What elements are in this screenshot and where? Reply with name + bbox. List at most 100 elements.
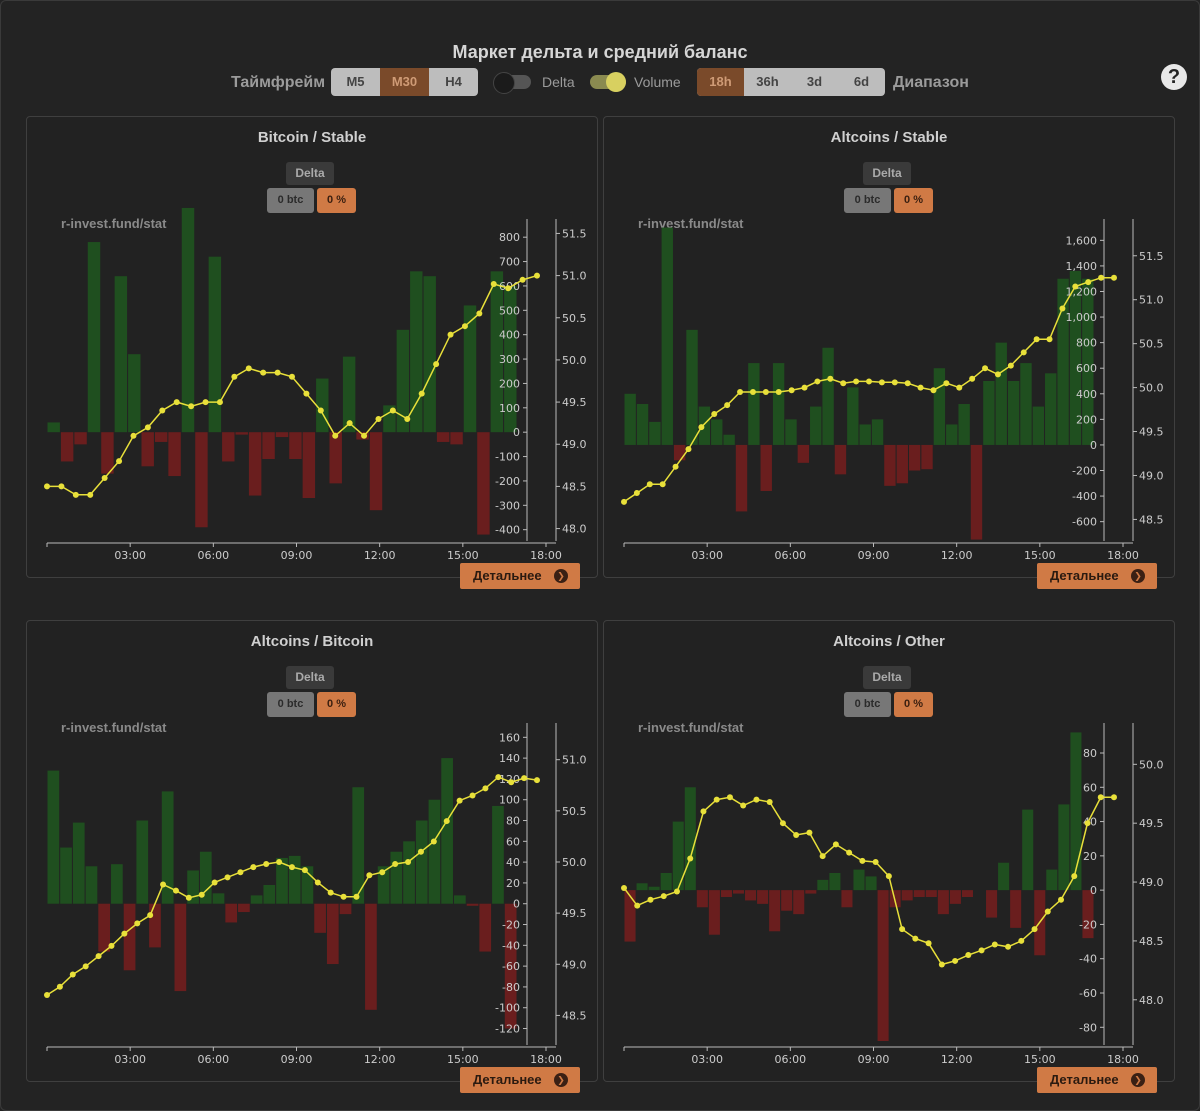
right-tick-label: 49.0 [562,438,587,451]
balance-point [231,373,238,380]
delta-bar [98,903,111,952]
delta-bar [60,432,74,462]
balance-point [469,792,476,799]
range-6d-button[interactable]: 6d [853,74,870,89]
timeframe-m5-button[interactable]: M5 [346,74,365,89]
delta-bar [983,381,995,445]
range-3d-button[interactable]: 3d [806,74,823,89]
balance-point [788,387,795,394]
delta-bar [810,406,822,445]
balance-point [1085,279,1092,286]
balance-point [202,399,209,406]
balance-point [1084,820,1091,827]
left-tick-label: 1,000 [1066,311,1098,324]
delta-bar [365,903,377,1010]
balance-point [711,410,718,417]
balance-point [116,458,123,465]
x-tick-label: 03:00 [114,549,146,562]
x-tick-label: 15:00 [447,1053,479,1066]
question-circle-icon[interactable]: ? [1161,64,1187,90]
delta-bar [47,770,60,904]
percent-unit-button[interactable]: 0 % [894,188,933,213]
delta-bar [624,393,636,445]
left-tick-label: 200 [1076,413,1097,426]
right-tick-label: 49.0 [1139,876,1164,889]
balance-point [263,861,270,868]
details-button[interactable]: Детальнее ❯ [1037,1067,1157,1093]
delta-bar [696,890,708,908]
balance-point [1071,873,1078,880]
left-tick-label: 100 [499,794,520,807]
right-tick-label: 51.0 [562,754,587,767]
range-18h-button[interactable]: 18h [697,68,744,96]
delta-bar [504,285,517,433]
balance-point [172,887,179,894]
timeframe-m30-button[interactable]: M30 [380,68,429,96]
delta-bar [289,432,302,459]
details-button[interactable]: Детальнее ❯ [460,563,580,589]
timeframe-label: Таймфрейм [231,74,326,91]
delta-mode-button[interactable]: Delta [863,666,911,689]
balance-point [379,869,386,876]
balance-point [521,775,528,782]
delta-bar [316,378,329,433]
balance-point [332,432,339,439]
balance-point [965,952,972,959]
watermark: r-invest.fund/stat [638,216,744,231]
details-button[interactable]: Детальнее ❯ [1037,563,1157,589]
percent-unit-button[interactable]: 0 % [317,692,356,717]
x-tick-label: 09:00 [858,1053,890,1066]
balance-point [938,961,945,968]
percent-unit-button[interactable]: 0 % [894,692,933,717]
balance-point [687,855,694,862]
delta-bar [390,851,403,904]
delta-bar [199,851,212,904]
delta-mode-button[interactable]: Delta [286,162,334,185]
details-button-label: Детальнее [1050,568,1119,583]
chart-svg: 806040200-20-40-60-8050.049.549.048.548.… [621,723,1164,1066]
right-tick-label: 50.0 [1139,382,1164,395]
delta-bar [732,890,745,894]
balance-point [121,930,128,937]
balance-point [700,808,707,815]
btc-unit-button[interactable]: 0 btc [267,692,314,717]
delta-bar [829,873,841,891]
panel-altcoins-stable: Altcoins / Stable Delta 0 btc 0 % r-inve… [603,116,1175,589]
x-tick-label: 18:00 [530,1053,562,1066]
delta-bar [834,444,847,475]
btc-unit-button[interactable]: 0 btc [844,188,891,213]
balance-point [685,446,692,453]
delta-bar [661,227,673,445]
btc-unit-button[interactable]: 0 btc [267,188,314,213]
btc-unit-button[interactable]: 0 btc [844,692,891,717]
delta-bar [339,903,352,915]
balance-point [925,940,932,947]
details-button[interactable]: Детальнее ❯ [460,1067,580,1093]
chart-svg: 8007006005004003002001000-100-200-300-40… [44,207,587,562]
delta-bar [793,890,805,915]
balance-point [250,864,257,871]
delta-bar [660,873,672,891]
range-36h-button[interactable]: 36h [756,74,779,89]
delta-bar [937,890,949,915]
delta-mode-button[interactable]: Delta [286,666,334,689]
volume-toggle[interactable] [590,72,626,92]
delta-bar [288,855,301,904]
balance-point [482,785,489,792]
balance-point [740,802,747,809]
timeframe-h4-button[interactable]: H4 [445,74,462,89]
page-title: Маркет дельта и средний баланс [452,42,748,62]
range-label: Диапазон [893,74,969,91]
left-tick-label: 400 [1076,388,1097,401]
delta-bar [492,805,504,904]
delta-bar [847,387,859,445]
delta-toggle[interactable] [493,72,531,94]
left-tick-label: -600 [1072,516,1097,529]
x-tick-label: 18:00 [1107,549,1139,562]
percent-unit-button[interactable]: 0 % [317,188,356,213]
delta-mode-button[interactable]: Delta [863,162,911,185]
x-tick-label: 18:00 [530,549,562,562]
delta-bar [908,444,921,471]
balance-point [289,373,295,380]
left-tick-label: -200 [495,475,520,488]
